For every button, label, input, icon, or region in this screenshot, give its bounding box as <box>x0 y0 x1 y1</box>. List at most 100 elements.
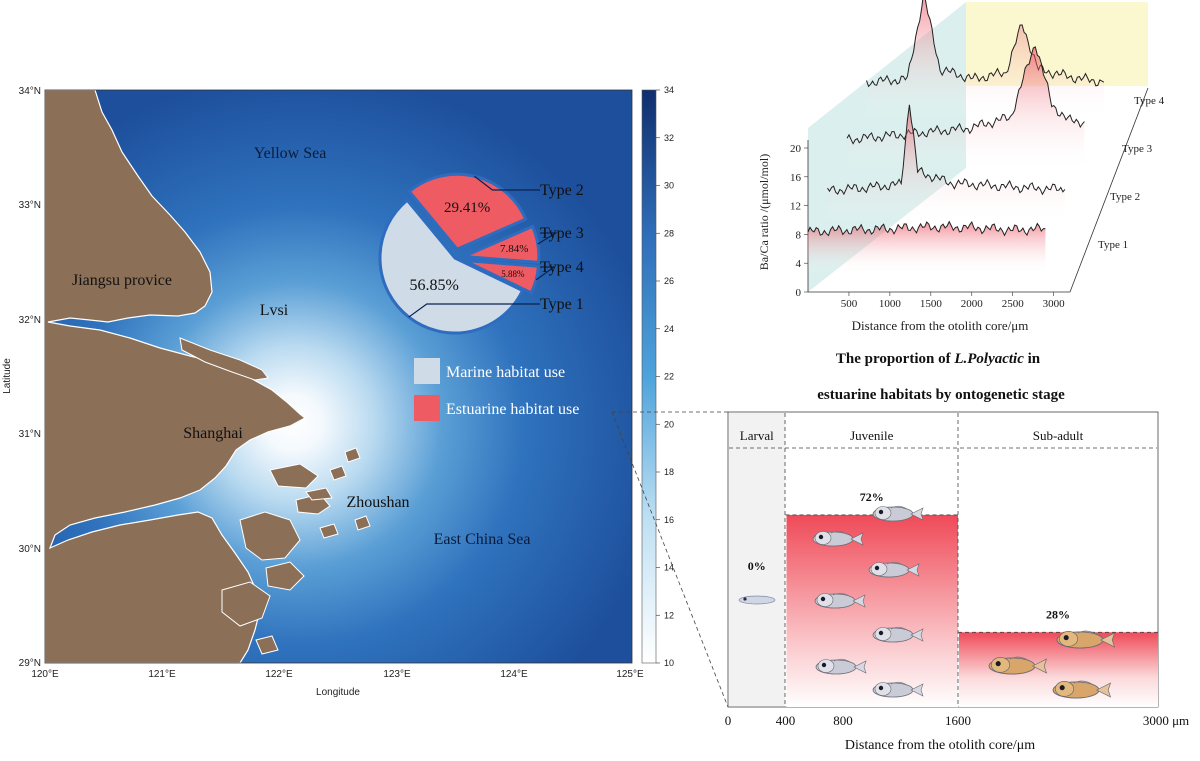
fish-juvenile-icon <box>814 592 866 609</box>
fish-juvenile-icon <box>872 681 924 698</box>
fish-adult-icon <box>1052 680 1112 699</box>
fish-adult-icon <box>1056 630 1116 649</box>
baca-series-line <box>866 0 1105 88</box>
baca-series-line <box>807 220 1046 237</box>
baca-series-labels: Type 4 Type 3 Type 2 Type 1 <box>1098 95 1165 251</box>
fish-adult-icon <box>988 656 1048 675</box>
lat-tick: 29°N <box>19 658 41 669</box>
baca-ytick-label: 8 <box>796 229 802 241</box>
baca-xtick-label: 1000 <box>879 298 902 310</box>
fish-juvenile-icon <box>812 530 864 547</box>
lon-tick: 125°E <box>616 669 644 680</box>
pie-leader-line <box>474 175 540 191</box>
stage-value-label: 0% <box>748 559 766 573</box>
colorbar-tick-label: 10 <box>664 658 674 668</box>
baca-series-lines <box>807 0 1105 274</box>
pie-value-label: 29.41% <box>444 200 490 216</box>
baca-series-fill <box>827 104 1065 223</box>
fish-juvenile-icon <box>872 626 924 643</box>
lat-tick: 31°N <box>19 429 41 440</box>
baca-series-name: Type 3 <box>1122 143 1153 155</box>
islands-zhoushan <box>221 447 371 655</box>
legend-swatch-marine <box>414 358 440 384</box>
colorbar-tick-label: 32 <box>664 133 674 143</box>
stage-value-label: 28% <box>1046 607 1070 621</box>
colorbar-tick-label: 28 <box>664 228 674 238</box>
pie-type-label: Type 4 <box>540 259 584 276</box>
pie-type-label: Type 1 <box>540 296 584 313</box>
baca-xtick-label: 3000 <box>1043 298 1066 310</box>
zoom-connectors <box>611 411 729 708</box>
baca-ylabel: Ba/Ca ratio /(μmol/mol) <box>757 154 771 270</box>
map-xlabel: Longitude <box>316 687 360 698</box>
pie-leader-line <box>537 232 558 245</box>
label-shanghai: Shanghai <box>183 425 243 442</box>
baca-ytick-label: 0 <box>796 287 802 299</box>
pie-leader-line <box>408 303 540 318</box>
lon-tick: 121°E <box>148 669 176 680</box>
lon-ticks: 120°E 121°E 122°E 123°E 124°E 125°E <box>31 669 644 680</box>
stage-title-line1: The proportion of L.Polyactic in <box>836 351 1041 367</box>
stage-value-label: 72% <box>860 490 884 504</box>
stage-header-sub-adult: Sub-adult <box>1033 428 1084 443</box>
baca-xtick-label: 1500 <box>920 298 943 310</box>
baca-series-name: Type 2 <box>1110 191 1140 203</box>
fish-juvenile-icon <box>868 561 920 578</box>
colorbar-tick-label: 16 <box>664 515 674 525</box>
baca-xticks: 500 1000 1500 2000 2500 3000 <box>841 292 1065 310</box>
stage-xtick-label: 0 <box>725 713 732 728</box>
baca-xtick-label: 500 <box>841 298 858 310</box>
stage-xtick-label: 400 <box>776 713 796 728</box>
pie-type-label: Type 2 <box>540 182 584 199</box>
colorbar-tick-label: 26 <box>664 276 674 286</box>
island-chongming <box>179 337 269 381</box>
fish-larva-icon <box>738 595 776 605</box>
lat-tick: 33°N <box>19 200 41 211</box>
stage-xlabel: Distance from the otolith core/μm <box>845 738 1035 753</box>
baca-yticks: 0 4 8 12 16 20 <box>790 143 808 299</box>
stage-proportion-chart: The proportion of L.Polyactic in estuari… <box>725 351 1189 753</box>
lon-tick: 122°E <box>265 669 293 680</box>
stage-bar-juvenile <box>786 514 958 707</box>
stage-title-line2: estuarine habitats by ontogenetic stage <box>817 387 1065 403</box>
pie-type-label: Type 3 <box>540 225 584 242</box>
map-frame <box>44 89 633 664</box>
label-zhoushan: Zhoushan <box>346 494 409 511</box>
colorbar-tick-label: 34 <box>664 85 674 95</box>
colorbar-tick-label: 24 <box>664 324 674 334</box>
label-yellow-sea: Yellow Sea <box>254 145 327 162</box>
stage-xtick-label: 1600 <box>945 713 971 728</box>
pie-slice-type-3 <box>463 224 541 265</box>
pie-value-label: 5.88% <box>501 269 525 279</box>
colorbar-tick-label: 30 <box>664 181 674 191</box>
land-mainland <box>45 90 307 663</box>
colorbar-gradient <box>641 89 657 664</box>
legend-label-estuarine: Estuarine habitat use <box>446 401 579 418</box>
stage-xtick-label: 800 <box>833 713 853 728</box>
lat-tick: 32°N <box>19 315 41 326</box>
baca-xtick-label: 2500 <box>1002 298 1025 310</box>
baca-ytick-label: 4 <box>796 258 802 270</box>
depth-axis-line <box>1069 87 1149 293</box>
stage-value-labels: 0% 72% 28% <box>748 490 1070 621</box>
lat-tick: 30°N <box>19 544 41 555</box>
map-panel: 34°N 33°N 32°N 31°N 30°N 29°N 120°E 121°… <box>2 86 644 698</box>
baca-xtick-label: 2000 <box>961 298 984 310</box>
larval-zone <box>729 413 785 706</box>
pie-leader-line <box>535 266 556 281</box>
baca-ytick-label: 12 <box>790 201 801 213</box>
baca-series-line <box>827 104 1066 196</box>
legend-swatch-estuarine <box>414 395 440 421</box>
lon-tick: 120°E <box>31 669 59 680</box>
legend-label-marine: Marine habitat use <box>446 364 565 381</box>
colorbar-tick-label: 12 <box>664 610 674 620</box>
baca-series-name: Type 4 <box>1134 95 1165 107</box>
baca-series-name: Type 1 <box>1098 239 1128 251</box>
baca-ytick-label: 20 <box>790 143 802 155</box>
stage-xtick-label: 3000 μm <box>1143 713 1189 728</box>
lat-tick: 34°N <box>19 86 41 97</box>
lon-tick: 124°E <box>500 669 528 680</box>
lon-tick: 123°E <box>383 669 411 680</box>
baca-3d-plot: 500 1000 1500 2000 2500 3000 0 4 8 12 16 20 Type 4… <box>757 0 1165 333</box>
